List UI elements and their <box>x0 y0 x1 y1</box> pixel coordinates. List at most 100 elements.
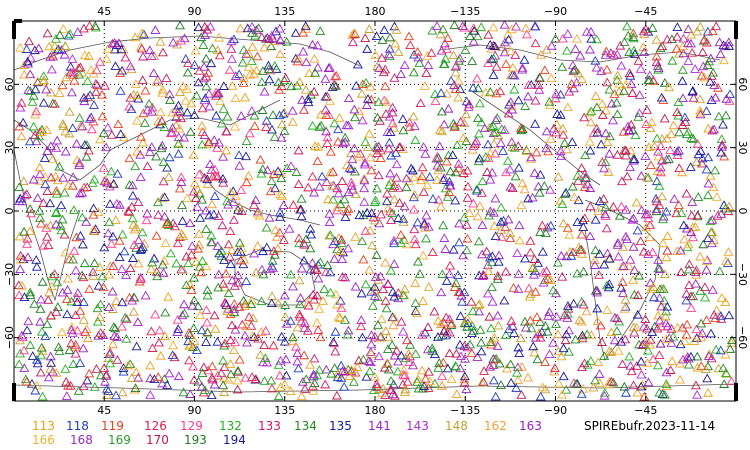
observation-marker <box>381 303 392 313</box>
observation-marker <box>450 84 461 94</box>
observation-marker <box>468 82 479 92</box>
observation-marker <box>225 309 236 318</box>
observation-marker <box>340 132 351 142</box>
observation-marker <box>214 50 225 60</box>
observation-marker <box>234 69 245 79</box>
observation-marker <box>438 357 449 367</box>
observation-marker <box>281 370 292 380</box>
observation-marker <box>309 378 320 387</box>
observation-marker <box>612 240 623 249</box>
observation-marker <box>268 246 279 255</box>
observation-marker <box>135 272 146 282</box>
observation-marker <box>323 63 334 73</box>
observation-marker <box>297 95 308 104</box>
observation-marker <box>620 294 631 304</box>
observation-marker <box>604 279 615 288</box>
observation-marker <box>162 162 173 172</box>
observation-marker <box>102 390 113 399</box>
observation-marker <box>434 125 445 135</box>
observation-marker <box>260 326 271 335</box>
observation-marker <box>473 113 484 122</box>
observation-marker <box>59 49 70 59</box>
observation-marker <box>718 119 728 129</box>
observation-marker <box>628 241 639 251</box>
observation-marker <box>580 150 591 160</box>
observation-marker <box>614 78 625 88</box>
observation-marker <box>624 351 635 361</box>
observation-marker <box>441 312 452 322</box>
observation-marker <box>243 48 254 58</box>
observation-marker <box>643 142 654 151</box>
observation-marker <box>461 384 472 393</box>
observation-marker <box>540 357 551 366</box>
observation-marker <box>22 56 33 66</box>
observation-marker <box>439 119 450 129</box>
observation-marker <box>60 41 71 51</box>
observation-marker <box>555 146 566 156</box>
observation-marker <box>19 345 30 355</box>
observation-marker <box>312 156 323 165</box>
observation-marker <box>433 165 444 175</box>
observation-marker <box>448 50 459 60</box>
observation-marker <box>248 313 259 323</box>
observation-marker <box>263 60 274 70</box>
observation-marker <box>275 49 286 59</box>
observation-marker <box>461 136 472 146</box>
observation-marker <box>204 88 214 98</box>
observation-marker <box>112 168 123 178</box>
observation-marker <box>357 332 368 342</box>
observation-marker <box>591 34 602 44</box>
observation-marker <box>340 212 351 221</box>
observation-marker <box>633 290 644 300</box>
observation-marker <box>177 81 188 91</box>
observation-marker <box>218 151 229 161</box>
observation-marker <box>387 107 398 117</box>
observation-marker <box>578 299 589 309</box>
observation-marker <box>160 307 171 317</box>
observation-marker <box>286 161 297 170</box>
observation-marker <box>196 267 207 277</box>
observation-marker <box>397 379 408 389</box>
observation-marker <box>154 325 165 335</box>
observation-marker <box>116 44 127 54</box>
observation-marker <box>167 123 178 132</box>
observation-marker <box>176 172 187 182</box>
observation-marker <box>176 113 187 123</box>
observation-marker <box>362 142 373 151</box>
observation-marker <box>111 40 122 49</box>
observation-marker <box>438 175 449 184</box>
observation-marker <box>147 106 158 116</box>
observation-marker <box>138 29 149 39</box>
observation-marker <box>505 228 516 237</box>
observation-marker <box>662 245 673 255</box>
observation-marker <box>206 230 217 240</box>
observation-marker <box>196 32 207 42</box>
observation-marker <box>537 382 548 392</box>
observation-marker <box>720 349 731 359</box>
observation-marker <box>256 32 267 41</box>
observation-marker <box>71 138 82 148</box>
observation-marker <box>614 210 625 220</box>
observation-marker <box>128 306 139 316</box>
observation-marker <box>98 282 109 292</box>
observation-marker <box>417 365 427 375</box>
observation-marker <box>414 58 425 67</box>
observation-marker <box>546 73 557 82</box>
observation-marker <box>474 201 485 210</box>
observation-marker <box>57 327 67 337</box>
observation-marker <box>35 367 46 377</box>
observation-marker <box>188 150 199 159</box>
observation-marker <box>177 310 188 320</box>
observation-marker <box>644 75 655 84</box>
observation-marker <box>655 338 666 348</box>
observation-marker <box>124 153 135 163</box>
observation-marker <box>378 284 389 294</box>
observation-marker <box>492 341 503 350</box>
observation-marker <box>151 77 162 86</box>
observation-marker <box>413 256 423 266</box>
observation-marker <box>63 180 74 190</box>
observation-marker <box>278 200 289 209</box>
observation-marker <box>165 248 176 258</box>
observation-marker <box>501 59 512 68</box>
observation-marker <box>218 104 229 113</box>
